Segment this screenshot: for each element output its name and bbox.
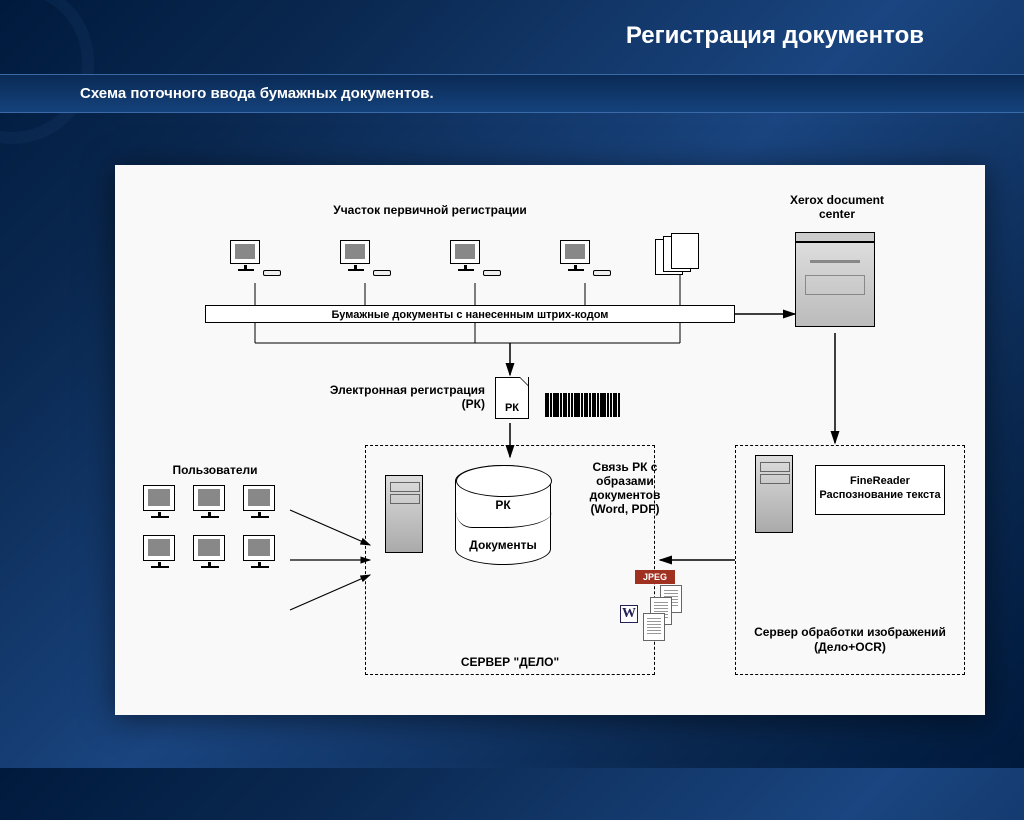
server-tower-icon xyxy=(755,455,793,533)
bus-bar-paper-docs: Бумажные документы с нанесенным штрих-ко… xyxy=(205,305,735,323)
label-xerox: Xerox document center xyxy=(777,193,897,221)
jpeg-badge-icon: JPEG xyxy=(635,570,675,584)
copier-icon xyxy=(785,220,885,330)
label-ereg: Электронная регистрация (РК) xyxy=(320,383,485,411)
workstation-icon xyxy=(560,240,615,285)
word-icon: W xyxy=(620,605,638,623)
small-page-icon xyxy=(643,613,665,641)
user-pc-icon xyxy=(190,485,230,521)
db-label-rk: РК xyxy=(456,498,550,512)
rk-page-icon: РК xyxy=(495,377,529,419)
label-ocr-server: Сервер обработки изображений (Дело+OCR) xyxy=(735,625,965,655)
finereader-box: FineReader Распознование текста xyxy=(815,465,945,515)
database-icon: РК Документы xyxy=(455,465,551,565)
server-tower-icon xyxy=(385,475,423,553)
label-users: Пользователи xyxy=(140,463,290,477)
barcode-icon xyxy=(545,393,620,417)
user-pc-icon xyxy=(140,535,180,571)
user-pc-icon xyxy=(240,485,280,521)
subtitle-bar: Схема поточного ввода бумажных документо… xyxy=(0,74,1024,113)
label-server-delo: СЕРВЕР "ДЕЛО" xyxy=(365,655,655,669)
workstation-icon xyxy=(450,240,505,285)
rk-page-label: РК xyxy=(496,402,528,414)
page-title: Регистрация документов xyxy=(0,22,984,50)
diagram-canvas: Участок первичной регистрации Xerox docu… xyxy=(115,165,985,715)
documents-stack-icon xyxy=(655,233,705,273)
db-label-docs: Документы xyxy=(456,538,550,552)
user-pc-icon xyxy=(240,535,280,571)
workstation-icon xyxy=(230,240,285,285)
workstation-icon xyxy=(340,240,395,285)
user-pc-icon xyxy=(190,535,230,571)
label-primary-section: Участок первичной регистрации xyxy=(245,203,615,217)
user-pc-icon xyxy=(140,485,180,521)
label-link-rk: Связь РК с образами документов (Word, PD… xyxy=(570,460,680,516)
